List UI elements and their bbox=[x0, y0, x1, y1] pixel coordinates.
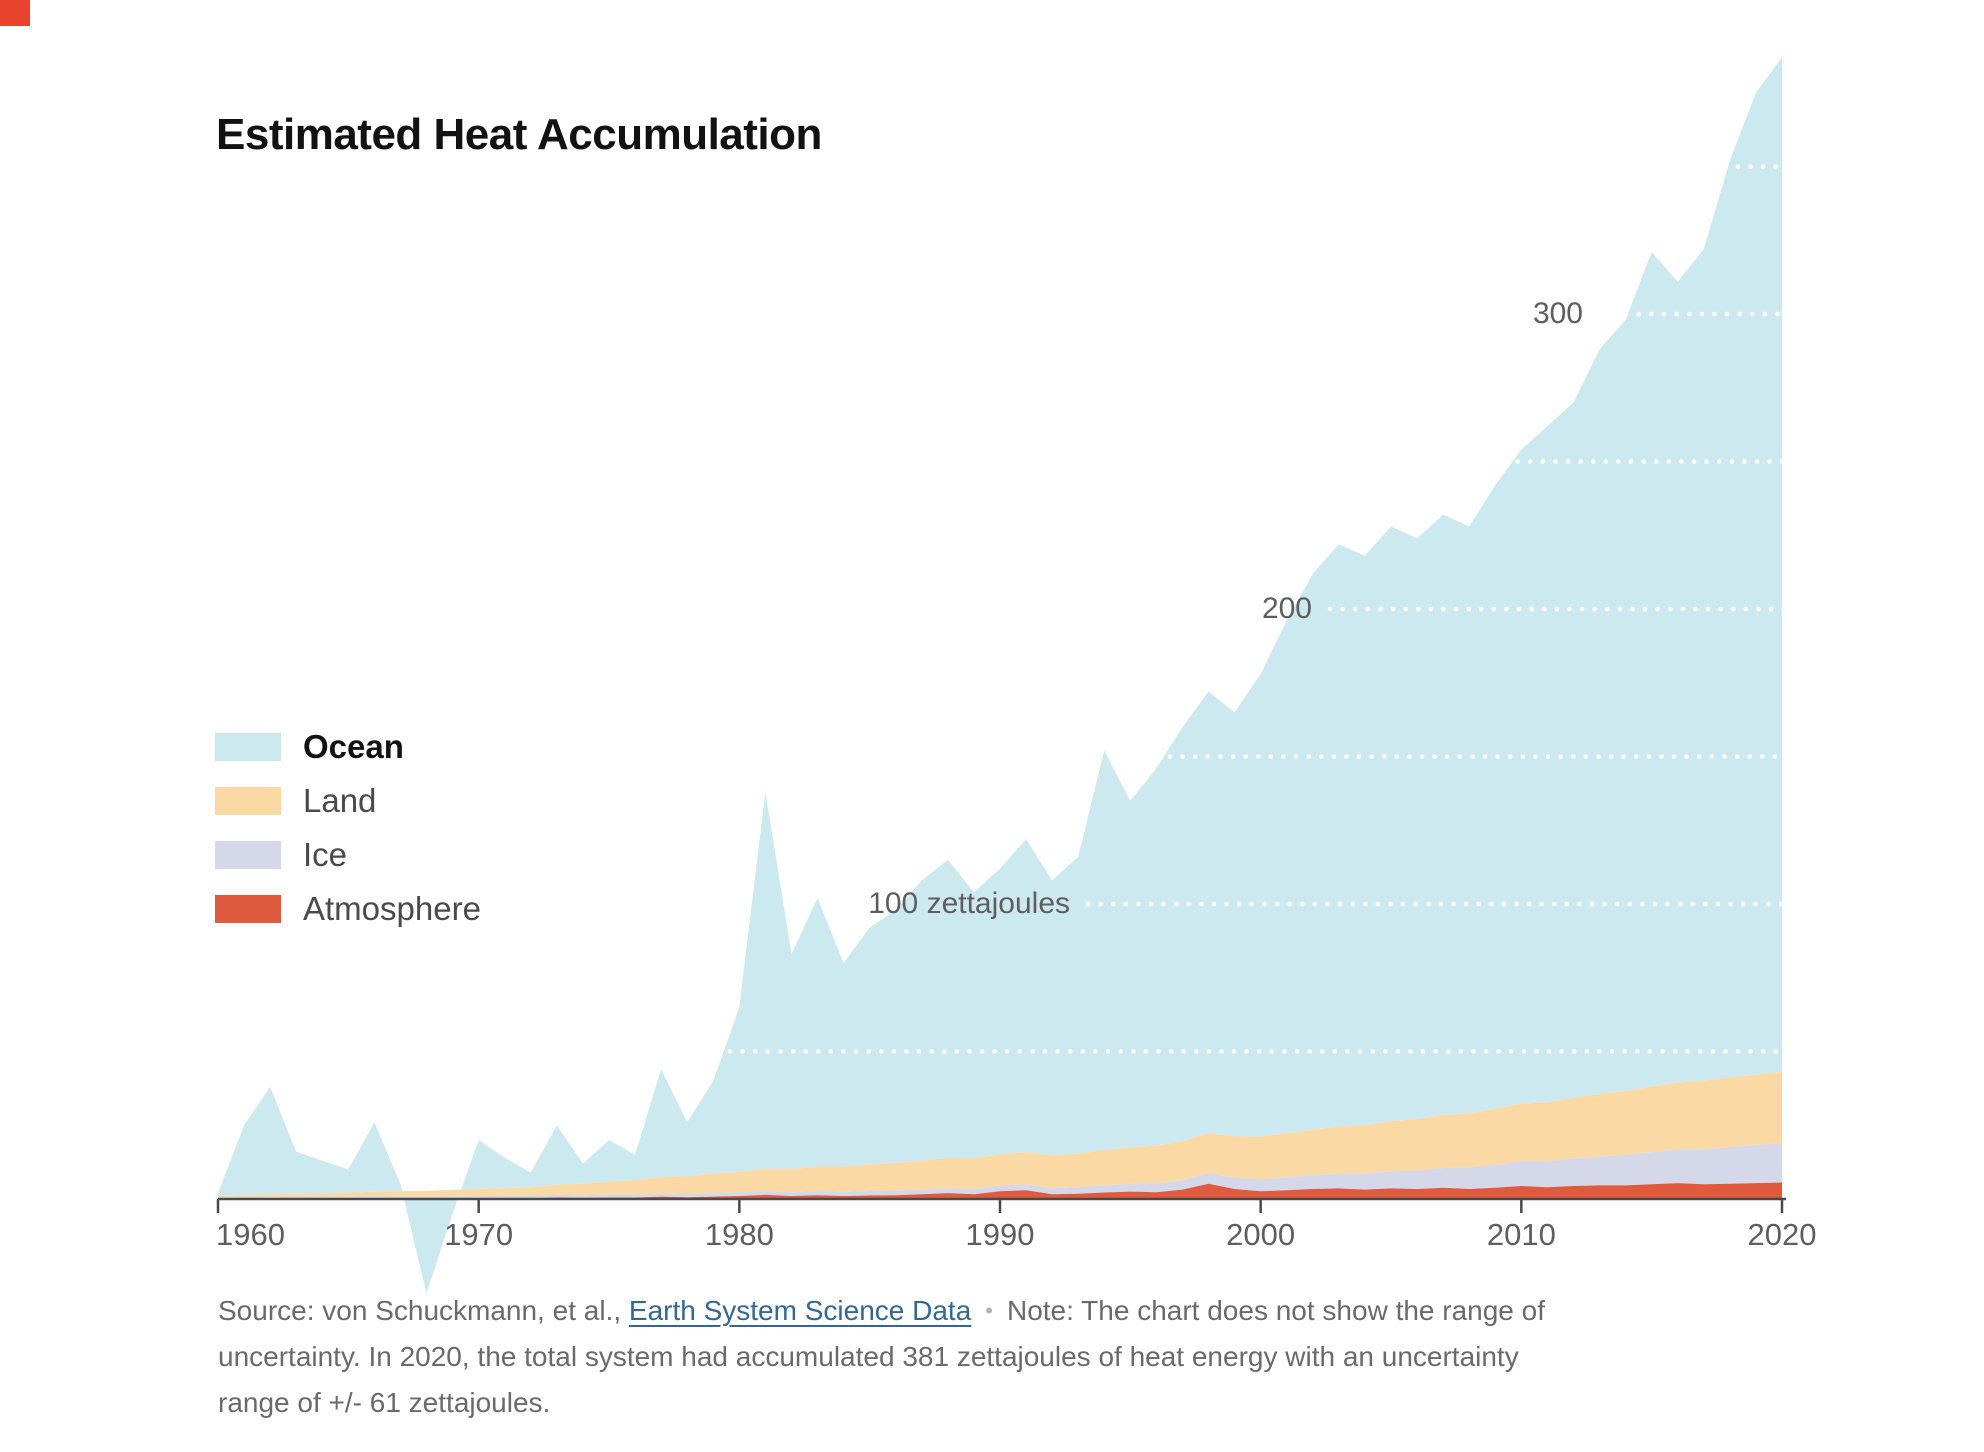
note-text-start: Note: The chart does not show the range … bbox=[1006, 1295, 1546, 1326]
ice-swatch bbox=[215, 841, 281, 869]
legend-label-ice: Ice bbox=[303, 836, 348, 873]
note-separator-dot: • bbox=[985, 1298, 993, 1323]
legend-item-ocean: Ocean bbox=[215, 720, 481, 774]
legend-label-ocean: Ocean bbox=[303, 728, 404, 765]
legend-label-land: Land bbox=[303, 782, 377, 819]
corner-marker bbox=[0, 0, 30, 26]
note-line-1: Source: von Schuckmann, et al., Earth Sy… bbox=[218, 1288, 1838, 1334]
source-link[interactable]: Earth System Science Data bbox=[628, 1295, 972, 1326]
note-source-prefix: Source: von Schuckmann, et al., bbox=[218, 1295, 629, 1326]
chart-title: Estimated Heat Accumulation bbox=[216, 110, 822, 159]
land-swatch bbox=[215, 787, 281, 815]
legend-item-atmosphere: Atmosphere bbox=[215, 882, 481, 936]
chart-legend: Ocean Land Ice Atmosphere bbox=[215, 720, 481, 936]
legend-item-land: Land bbox=[215, 774, 481, 828]
land-area bbox=[218, 1071, 1782, 1198]
note-line-3: range of +/- 61 zettajoules. bbox=[218, 1387, 551, 1418]
note-line-2: uncertainty. In 2020, the total system h… bbox=[218, 1341, 1519, 1372]
legend-item-ice: Ice bbox=[215, 828, 481, 882]
legend-label-atmosphere: Atmosphere bbox=[303, 890, 481, 927]
source-note: Source: von Schuckmann, et al., Earth Sy… bbox=[218, 1288, 1838, 1426]
ocean-swatch bbox=[215, 733, 281, 761]
ice-area bbox=[218, 1143, 1782, 1199]
ocean-area bbox=[218, 57, 1782, 1294]
atmosphere-area bbox=[218, 1182, 1782, 1199]
atmosphere-swatch bbox=[215, 895, 281, 923]
